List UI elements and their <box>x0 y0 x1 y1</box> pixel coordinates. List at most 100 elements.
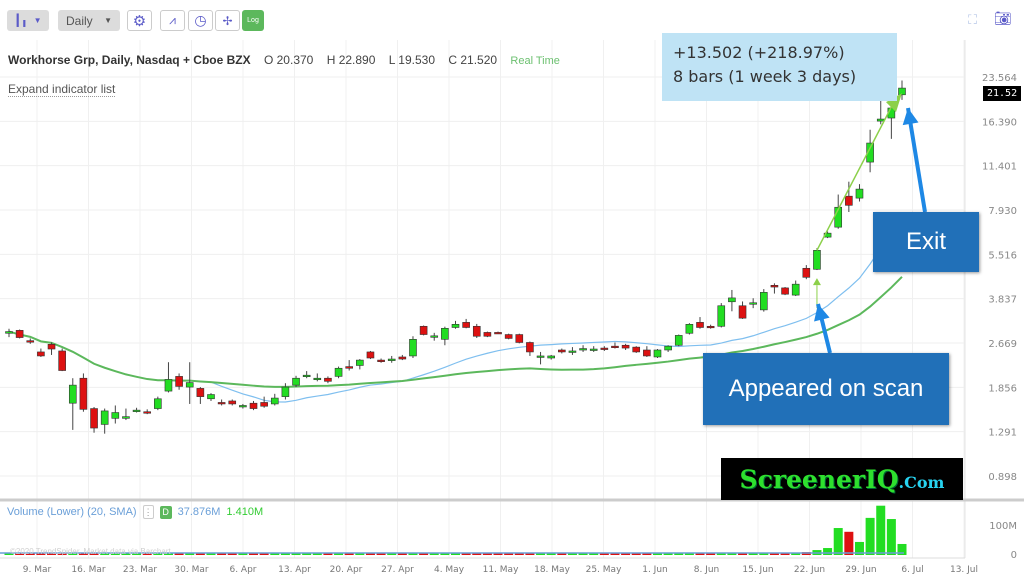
candle <box>706 324 715 329</box>
candle-body <box>898 87 906 96</box>
candle <box>441 326 449 346</box>
replay-button[interactable]: ◷ <box>188 10 213 31</box>
candle <box>483 331 492 338</box>
volume-bar <box>578 553 588 555</box>
expand-indicator-list-link[interactable]: Expand indicator list <box>8 82 116 97</box>
candle <box>526 341 534 356</box>
candle <box>387 355 396 363</box>
x-tick-label: 27. Apr <box>381 565 414 575</box>
candle <box>749 298 757 309</box>
crosshair-button[interactable]: ✢ <box>215 10 240 31</box>
y-tick-label: 5.516 <box>988 250 1017 261</box>
chart-type-dropdown[interactable]: ┃╻ ▼ <box>7 10 49 31</box>
volume-legend: Volume (Lower) (20, SMA) ⋮ D 37.876M 1.4… <box>7 505 263 519</box>
volume-bar <box>780 553 790 555</box>
last-price-badge: 21.52 <box>983 86 1022 101</box>
candle-body <box>270 397 279 405</box>
candle-body <box>781 287 789 295</box>
measurement-label: +13.502 (+218.97%) 8 bars (1 week 3 days… <box>662 33 897 101</box>
volume-bar <box>621 553 631 555</box>
candle-body <box>111 412 120 419</box>
candle-body <box>845 195 853 206</box>
camera-icon[interactable]: 📷︎ <box>994 10 1012 26</box>
screeneriq-logo: ScreenerIQ .Com <box>721 458 963 500</box>
candle-body <box>515 334 524 343</box>
volume-bar <box>451 553 460 555</box>
y-tick-label: 23.564 <box>982 73 1017 84</box>
volume-bar <box>227 553 237 555</box>
measure-arrowhead <box>886 93 902 113</box>
volume-value: 37.876M <box>177 506 221 518</box>
candle <box>398 354 407 361</box>
volume-bar <box>15 553 25 555</box>
volume-bar <box>280 553 290 555</box>
volume-bar <box>546 553 556 555</box>
log-scale-toggle[interactable]: Log <box>242 10 264 31</box>
candle-body <box>674 335 683 346</box>
volume-axis-label: 0 <box>1011 550 1017 561</box>
candle-body <box>47 344 56 350</box>
drawing-tools-button[interactable]: ⩘ <box>160 10 185 31</box>
candle-body <box>164 379 173 392</box>
y-tick-label: 11.401 <box>982 162 1017 173</box>
candle <box>239 403 247 409</box>
candle-body <box>430 335 439 338</box>
candle <box>536 351 545 365</box>
volume-bar <box>706 553 716 555</box>
chevron-down-icon: ▼ <box>104 16 112 25</box>
candle <box>356 359 364 370</box>
more-options-icon[interactable]: ⋮ <box>142 505 154 519</box>
candle <box>759 289 768 312</box>
candle <box>154 396 162 411</box>
symbol-title: Workhorse Grp, Daily, Nasdaq + Cboe BZX <box>8 53 251 67</box>
volume-bar <box>249 553 259 555</box>
volume-bar <box>100 553 110 555</box>
volume-bar <box>461 553 471 555</box>
volume-bar <box>897 543 907 555</box>
candle-body <box>154 398 162 409</box>
volume-bar <box>121 553 131 555</box>
x-tick-label: 6. Apr <box>229 565 256 575</box>
candle <box>770 283 779 294</box>
candle <box>632 346 641 353</box>
candle <box>324 376 332 384</box>
candle-body <box>526 342 534 353</box>
volume-bar <box>302 553 312 555</box>
realtime-label: Real Time <box>510 55 560 67</box>
volume-bar <box>291 553 301 555</box>
volume-badge: D <box>159 505 172 519</box>
candle-body <box>196 388 205 397</box>
candle <box>302 371 311 379</box>
fullscreen-icon[interactable]: ⛶ <box>968 12 978 27</box>
candle-body <box>143 411 152 414</box>
volume-bar <box>769 553 779 555</box>
interval-dropdown[interactable]: Daily ▼ <box>58 10 120 31</box>
exit-arrow <box>906 107 927 213</box>
candle-body <box>589 348 598 351</box>
settings-button[interactable]: ⚙ <box>127 10 152 31</box>
volume-bar <box>238 553 248 555</box>
candle-body <box>876 118 885 122</box>
volume-bar <box>684 553 694 555</box>
measurement-bars: 8 bars (1 week 3 days) <box>673 67 857 86</box>
candle <box>26 338 35 344</box>
x-tick-label: 15. Jun <box>742 565 773 575</box>
candle <box>600 346 609 351</box>
volume-bar <box>567 553 577 555</box>
exit-callout: Exit <box>873 212 979 272</box>
candle <box>802 265 811 280</box>
candle <box>292 375 300 388</box>
candle <box>643 346 651 357</box>
candle <box>122 408 130 421</box>
candle-body <box>58 350 66 371</box>
candle-body <box>855 188 864 199</box>
candle <box>345 360 353 371</box>
candle-body <box>217 402 226 405</box>
candle-body <box>749 302 757 305</box>
logo-main: ScreenerIQ <box>739 464 899 494</box>
candle <box>504 333 513 340</box>
candle-body <box>292 377 300 386</box>
volume-bar <box>270 553 280 555</box>
candle-body <box>472 325 481 337</box>
